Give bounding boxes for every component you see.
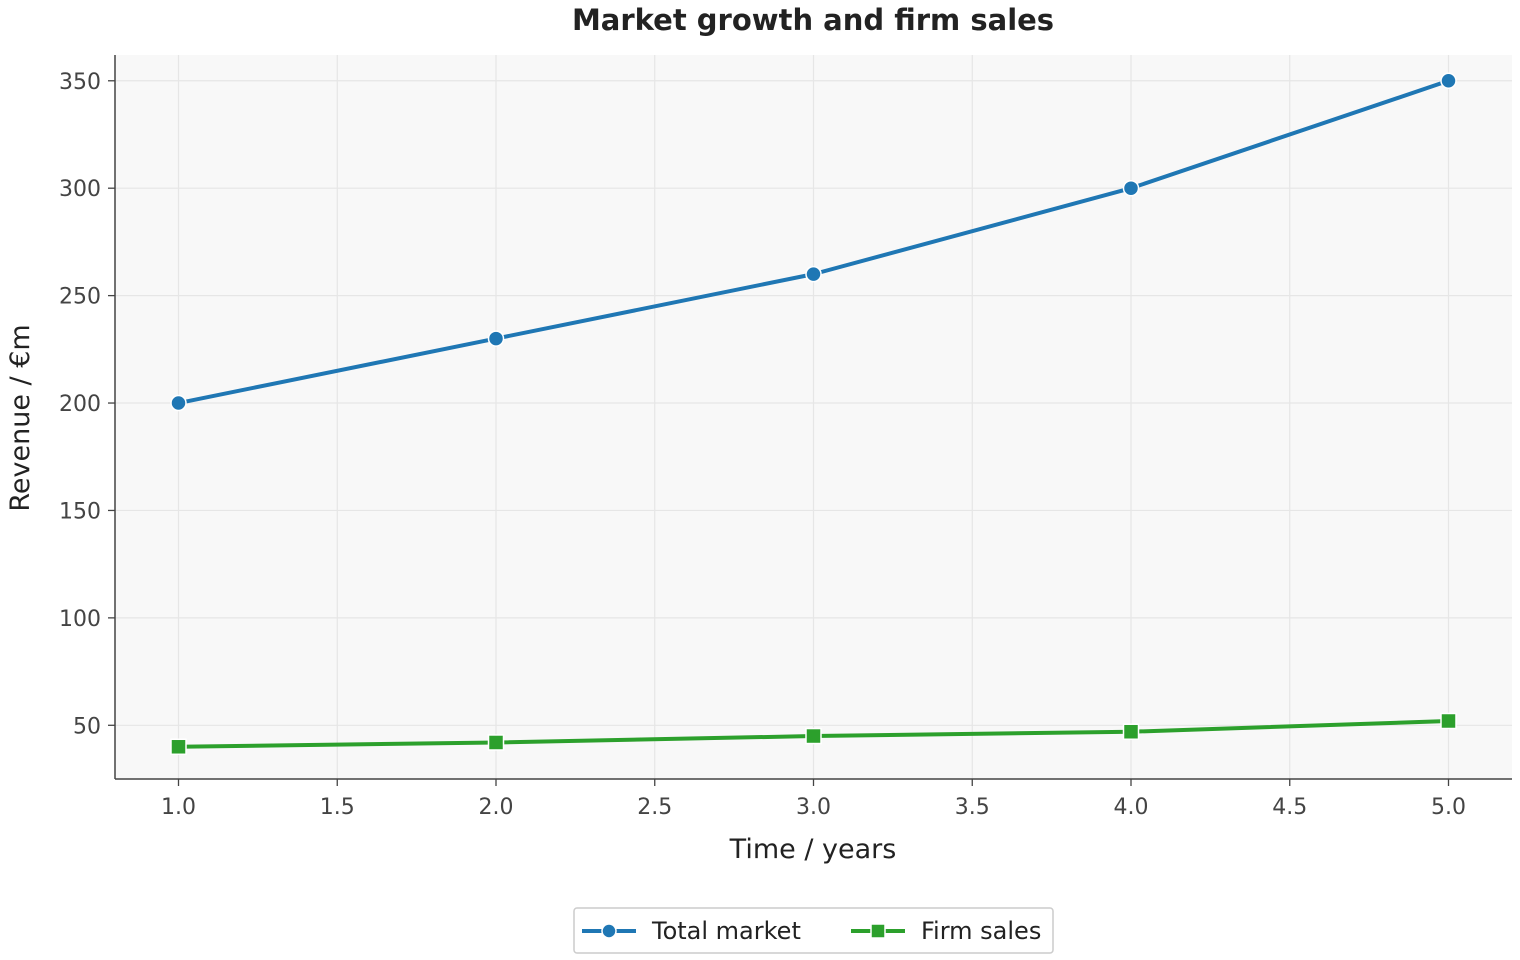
legend-label-total-market: Total market xyxy=(651,917,801,945)
x-tick-label: 2.5 xyxy=(637,795,672,820)
data-point-total-market xyxy=(487,330,505,347)
data-point-firm-sales xyxy=(1122,723,1140,740)
y-tick-label: 150 xyxy=(59,499,101,524)
x-tick-label: 1.5 xyxy=(320,795,355,820)
x-tick-label: 3.5 xyxy=(955,795,990,820)
legend-marker-total-market xyxy=(601,923,617,939)
y-tick-label: 250 xyxy=(59,285,101,310)
chart-title: Market growth and firm sales xyxy=(572,3,1054,37)
data-point-firm-sales xyxy=(1440,712,1457,730)
x-tick-label: 4.0 xyxy=(1114,795,1149,820)
data-point-total-market xyxy=(1122,179,1140,197)
series-layer xyxy=(170,72,1457,756)
data-point-firm-sales xyxy=(487,734,505,751)
y-tick-label: 200 xyxy=(59,392,101,417)
x-tick-label: 3.0 xyxy=(796,795,831,820)
data-point-firm-sales xyxy=(170,738,187,756)
data-point-total-market xyxy=(170,394,187,412)
legend-item-total-market: Total market xyxy=(582,917,801,945)
legend: Total market Firm sales xyxy=(573,907,1054,954)
data-point-firm-sales xyxy=(805,727,822,745)
axis-ticks: 1.0 1.5 2.0 2.5 3.0 3.5 4.0 4.5 5.0 50 100 150 200 25… xyxy=(59,70,1466,820)
legend-box xyxy=(573,907,1054,954)
y-axis-label: Revenue / €m xyxy=(5,324,36,511)
y-tick-label: 50 xyxy=(73,714,101,739)
data-point-total-market xyxy=(1440,72,1457,90)
legend-marker-firm-sales xyxy=(870,923,886,939)
x-tick-label: 2.0 xyxy=(479,795,514,820)
y-tick-label: 300 xyxy=(59,177,101,202)
data-point-total-market xyxy=(805,265,822,283)
x-tick-label: 1.0 xyxy=(161,795,196,820)
legend-item-firm-sales: Firm sales xyxy=(851,917,1041,945)
y-tick-label: 100 xyxy=(59,607,101,632)
y-tick-label: 350 xyxy=(59,70,101,95)
x-tick-label: 4.5 xyxy=(1272,795,1307,820)
x-axis-label: Time / years xyxy=(729,834,897,865)
legend-label-firm-sales: Firm sales xyxy=(921,917,1041,945)
x-tick-label: 5.0 xyxy=(1431,795,1466,820)
